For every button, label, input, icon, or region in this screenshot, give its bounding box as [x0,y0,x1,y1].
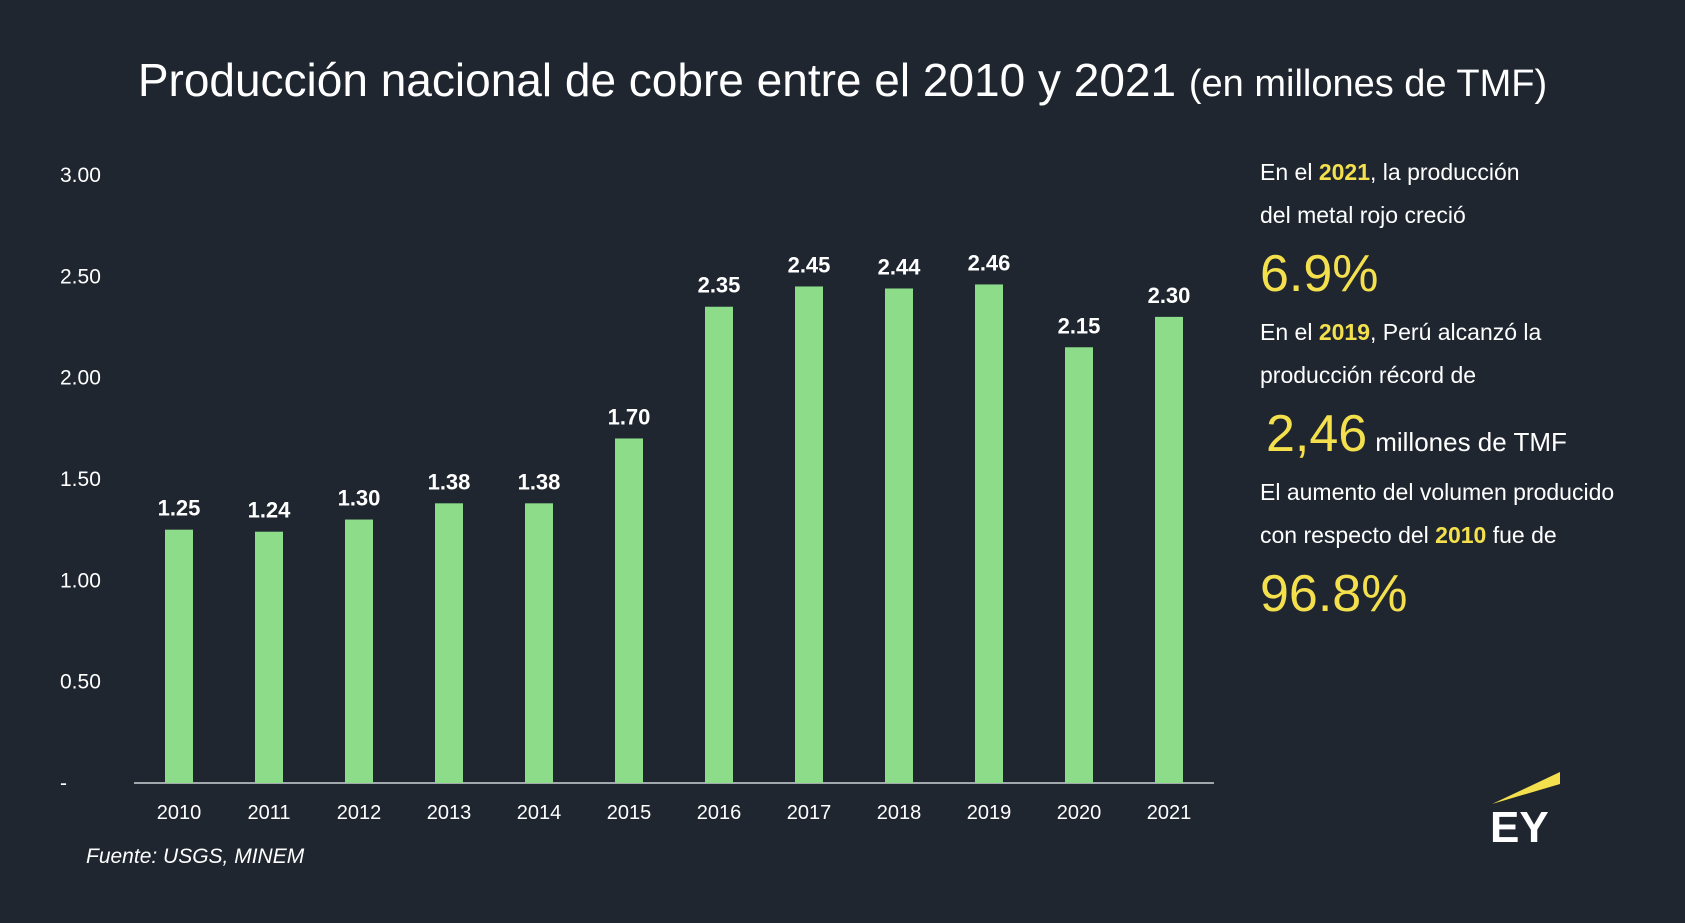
x-tick-label: 2011 [247,802,290,824]
bar [705,306,733,783]
bar [1065,347,1093,783]
bar-value-label: 2.45 [788,252,831,277]
record-value: 2,46 [1266,405,1368,463]
x-tick-label: 2012 [337,802,382,824]
bar-value-label: 1.70 [608,404,651,429]
bar [975,284,1003,783]
increase-value: 96.8% [1260,565,1408,623]
bar-value-label: 1.25 [158,496,201,521]
x-tick-label: 2010 [157,802,202,824]
bar [1155,316,1183,783]
bar-value-label: 1.30 [338,486,381,511]
y-tick-label: 1.00 [60,569,101,592]
growth-value: 6.9% [1260,245,1379,303]
bar-value-label: 2.35 [698,273,741,298]
bar [885,288,913,783]
x-tick-label: 2019 [967,802,1012,824]
bar [615,438,643,783]
year-highlight-2021: 2021 [1318,159,1370,185]
bar-value-label: 2.46 [968,250,1011,275]
x-tick-label: 2013 [427,802,472,824]
bar [525,503,553,783]
bar-chart: - 0.50 1.00 1.50 2.00 2.50 3.00 1.25 2010 1.24 201… [60,164,1214,824]
bar [345,519,373,783]
x-tick-label: 2021 [1147,802,1192,824]
summary-panel: En el 2021, la producción del metal rojo… [1260,158,1680,638]
bar-value-label: 2.30 [1148,283,1191,308]
bar-value-label: 1.24 [248,498,292,523]
bar [165,529,193,783]
bar [435,503,463,783]
x-tick-label: 2016 [697,802,742,824]
panel-line-5: El aumento del volumen producido [1260,479,1615,505]
source-note: Fuente: USGS, MINEM [86,845,305,868]
panel-line-2: del metal rojo creció [1260,202,1466,228]
chart-title: Producción nacional de cobre entre el 20… [0,52,1685,112]
bar-value-label: 1.38 [428,469,471,494]
y-tick-label: - [60,772,67,795]
bar-value-label: 2.44 [878,254,922,279]
y-tick-label: 3.00 [60,164,101,187]
record-row: 2,46 millones de TMF [1266,404,1680,464]
panel-line-4: producción récord de [1260,362,1477,388]
y-tick-label: 2.00 [60,367,101,390]
ey-logo-icon: EY [1490,772,1560,844]
panel-line-6: con respecto del 2010 fue de [1260,522,1557,548]
record-unit: millones de TMF [1375,427,1567,457]
bar-value-label: 2.15 [1058,313,1101,338]
title-subtitle: (en millones de TMF) [1188,63,1548,105]
year-highlight-2019: 2019 [1318,319,1370,345]
year-highlight-2010: 2010 [1435,522,1487,548]
svg-text:EY: EY [1490,803,1549,844]
panel-line-1: En el 2021, la producción [1260,159,1520,185]
x-tick-label: 2018 [877,802,922,824]
y-tick-label: 0.50 [60,671,101,694]
x-tick-label: 2020 [1057,802,1102,824]
title-main: Producción nacional de cobre entre el 20… [137,54,1177,106]
x-tick-label: 2014 [517,802,562,824]
x-tick-label: 2015 [607,802,652,824]
panel-line-3: En el 2019, Perú alcanzó la [1260,319,1542,345]
bar [255,531,283,783]
x-tick-label: 2017 [787,802,832,824]
y-tick-label: 1.50 [60,468,101,491]
bar [795,286,823,783]
bar-value-label: 1.38 [518,469,561,494]
y-tick-label: 2.50 [60,265,101,288]
